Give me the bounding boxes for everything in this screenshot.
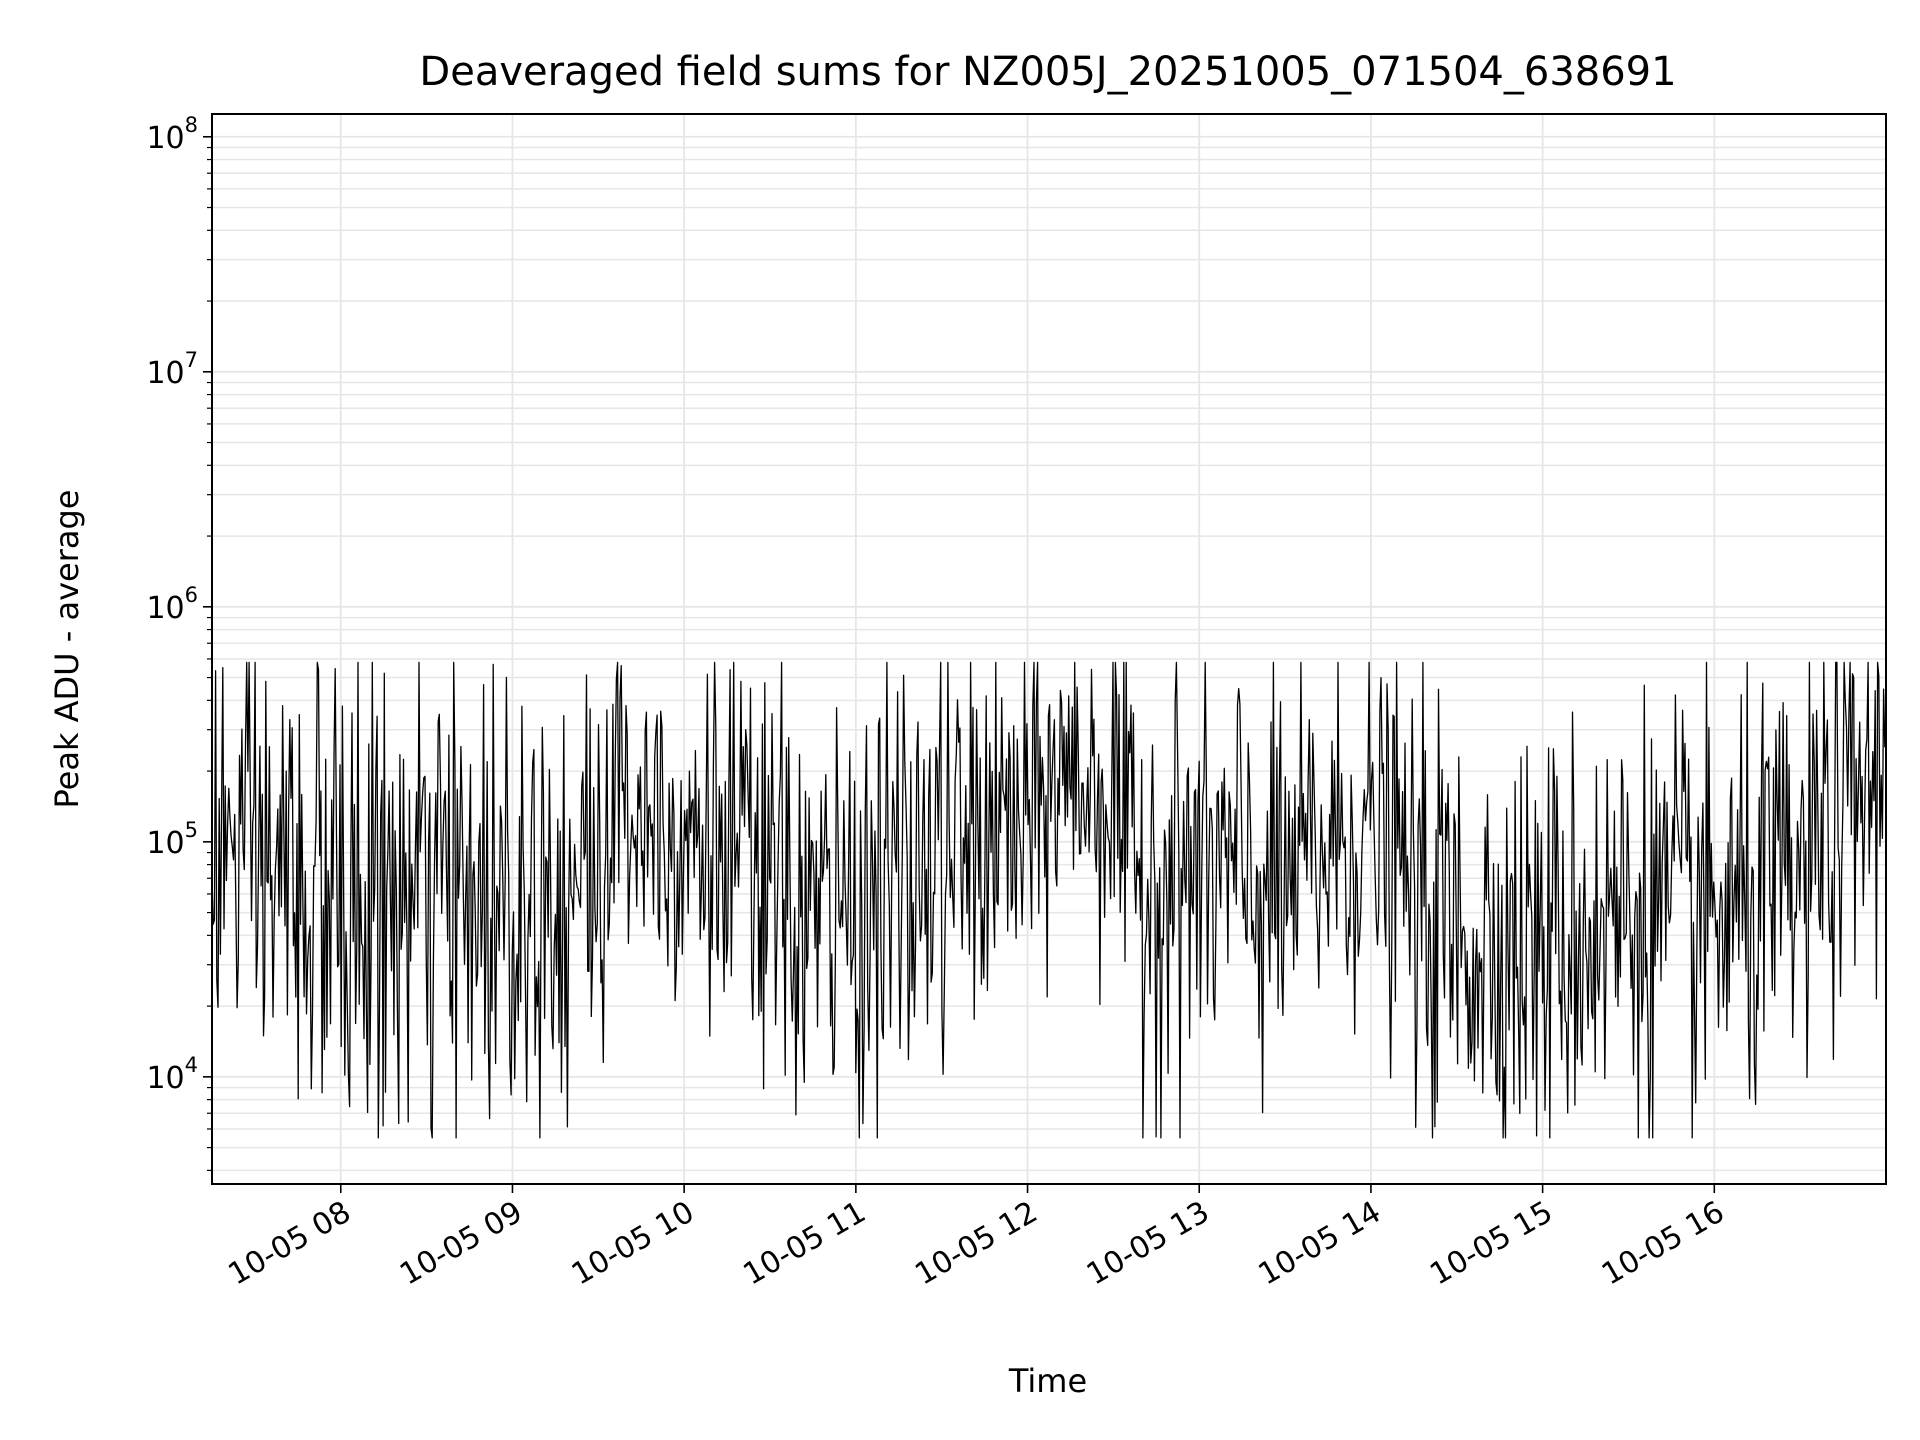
y-tick-label-base: 10 [146, 121, 184, 156]
plot-frame [211, 113, 1887, 1185]
y-tick-label-exponent: 7 [185, 348, 198, 372]
y-tick-label: 105 [146, 818, 198, 861]
y-tick-label-exponent: 4 [185, 1053, 198, 1077]
series-line [211, 661, 1887, 1139]
x-axis-label: Time [1008, 1362, 1087, 1400]
series-layer [211, 661, 1887, 1139]
y-tick-label-exponent: 6 [185, 583, 198, 607]
y-tick-label-base: 10 [146, 356, 184, 391]
y-tick-label-exponent: 8 [185, 113, 198, 137]
y-tick-label: 104 [146, 1053, 198, 1096]
y-tick-label-base: 10 [146, 591, 184, 626]
y-tick-label: 106 [146, 583, 198, 626]
y-axis-label: Peak ADU - average [48, 490, 86, 809]
chart-title: Deaveraged field sums for NZ005J_2025100… [419, 49, 1676, 95]
y-tick-label-exponent: 5 [185, 818, 198, 842]
y-tick-label: 108 [146, 113, 198, 156]
y-tick-label-base: 10 [146, 826, 184, 861]
y-tick-label: 107 [146, 348, 198, 391]
y-tick-label-base: 10 [146, 1061, 184, 1096]
